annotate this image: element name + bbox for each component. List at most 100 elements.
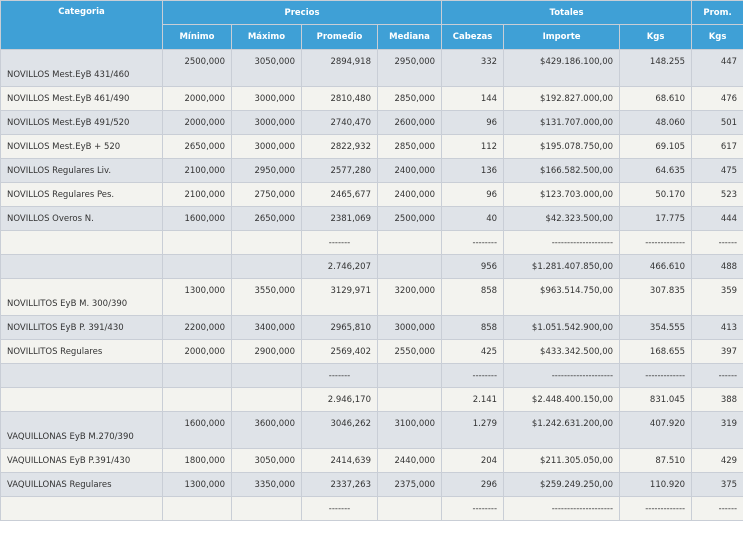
table-row: VAQUILLONAS EyB P.391/430 1800,000 3050,00… (0, 448, 743, 473)
cell-promedio: 3129,971 (301, 278, 378, 316)
header-prom-kgs[interactable]: Kgs (691, 24, 743, 50)
separator-row: ------- -------- -------------------- -----… (0, 363, 743, 388)
cell-categoria: NOVILLOS Mest.EyB + 520 (0, 134, 163, 159)
table-row: NOVILLOS Mest.EyB 431/460 2500,000 3050,00… (0, 49, 743, 87)
cell-maximo: 3000,000 (231, 110, 302, 135)
cell-importe: $195.078.750,00 (503, 134, 621, 159)
cell-prom-kgs: 617 (691, 134, 743, 159)
header-group-row: Categoria Precios Totales Prom. (0, 0, 743, 50)
header-categoria[interactable]: Categoria (0, 0, 163, 50)
cell-mediana (376, 387, 443, 412)
separator-row: ------- -------- -------------------- -----… (0, 230, 743, 255)
cell-kgs: ------------- (619, 496, 693, 521)
cell-cabezas: 1.279 (441, 411, 505, 449)
table-row: VAQUILLONAS Regulares 1300,000 3350,000 233… (0, 472, 743, 497)
cell-categoria: NOVILLOS Mest.EyB 431/460 (0, 49, 163, 87)
cell-importe: $211.305.050,00 (503, 448, 621, 473)
cell-prom-kgs: 319 (691, 411, 743, 449)
header-importe[interactable]: Importe (503, 24, 621, 50)
cell-mediana (376, 254, 443, 279)
cell-kgs: ------------- (619, 363, 693, 388)
cell-prom-kgs: 523 (691, 182, 743, 207)
cell-importe: $429.186.100,00 (503, 49, 621, 87)
cell-mediana: 2550,000 (376, 339, 443, 364)
cell-cabezas: 96 (441, 182, 505, 207)
cell-kgs: 307.835 (619, 278, 693, 316)
cell-categoria: NOVILLITOS EyB M. 300/390 (0, 278, 163, 316)
cell-maximo: 2750,000 (231, 182, 302, 207)
cell-minimo: 2000,000 (162, 339, 232, 364)
cell-cabezas: 204 (441, 448, 505, 473)
cell-categoria (0, 496, 163, 521)
cell-mediana: 2400,000 (376, 158, 443, 183)
cell-prom-kgs: 388 (691, 387, 743, 412)
cell-minimo: 2000,000 (162, 110, 232, 135)
cell-minimo: 2200,000 (162, 315, 232, 340)
cell-kgs: ------------- (619, 230, 693, 255)
cell-maximo: 3050,000 (231, 49, 302, 87)
cell-mediana: 3100,000 (376, 411, 443, 449)
cell-importe: $42.323.500,00 (503, 206, 621, 231)
cell-maximo: 3000,000 (231, 134, 302, 159)
cell-prom-kgs: 397 (691, 339, 743, 364)
cell-cabezas: 956 (441, 254, 505, 279)
cell-prom-kgs: 447 (691, 49, 743, 87)
cell-maximo: 3050,000 (231, 448, 302, 473)
cell-importe: $1.281.407.850,00 (503, 254, 621, 279)
header-totales: Totales (441, 0, 693, 25)
cell-mediana (376, 363, 443, 388)
header-minimo[interactable]: Mínimo (162, 24, 232, 50)
cell-mediana: 2850,000 (376, 86, 443, 111)
cell-categoria: NOVILLITOS EyB P. 391/430 (0, 315, 163, 340)
cell-categoria: NOVILLOS Regulares Pes. (0, 182, 163, 207)
header-promedio[interactable]: Promedio (301, 24, 378, 50)
cell-promedio: 2822,932 (301, 134, 378, 159)
cell-minimo: 1800,000 (162, 448, 232, 473)
header-precios: Precios (161, 0, 443, 25)
cell-promedio: 2965,810 (301, 315, 378, 340)
cell-importe: $192.827.000,00 (503, 86, 621, 111)
header-mediana[interactable]: Mediana (376, 24, 443, 50)
cell-minimo: 1300,000 (162, 472, 232, 497)
header-column-row: Mínimo Máximo Promedio Mediana Cabezas I… (1, 24, 743, 50)
cell-importe: -------------------- (503, 363, 621, 388)
cell-cabezas: 144 (441, 86, 505, 111)
header-maximo[interactable]: Máximo (231, 24, 302, 50)
cell-maximo: 3600,000 (231, 411, 302, 449)
cell-promedio: 2569,402 (301, 339, 378, 364)
cell-maximo: 3400,000 (231, 315, 302, 340)
separator-row: ------- -------- -------------------- -----… (0, 496, 743, 521)
cell-importe: $166.582.500,00 (503, 158, 621, 183)
cell-kgs: 354.555 (619, 315, 693, 340)
table-row: NOVILLITOS Regulares 2000,000 2900,000 2569… (0, 339, 743, 364)
cell-prom-kgs: 476 (691, 86, 743, 111)
cell-cabezas: -------- (441, 363, 505, 388)
table-row: NOVILLOS Overos N. 1600,000 2650,000 2381,0… (0, 206, 743, 231)
cell-importe: -------------------- (503, 230, 621, 255)
cell-mediana (376, 496, 443, 521)
header-prom: Prom. (691, 0, 743, 25)
cell-prom-kgs: ------ (691, 363, 743, 388)
cell-minimo (162, 254, 232, 279)
cell-cabezas: 858 (441, 315, 505, 340)
cell-kgs: 69.105 (619, 134, 693, 159)
cell-importe: $131.707.000,00 (503, 110, 621, 135)
cell-maximo (231, 254, 302, 279)
table-row: NOVILLOS Mest.EyB 461/490 2000,000 3000,00… (0, 86, 743, 111)
cell-mediana: 3200,000 (376, 278, 443, 316)
cell-promedio: 2381,069 (301, 206, 378, 231)
table-row: NOVILLOS Mest.EyB 491/520 2000,000 3000,00… (0, 110, 743, 135)
cell-promedio: 2414,639 (301, 448, 378, 473)
header-kgs[interactable]: Kgs (619, 24, 693, 50)
cell-cabezas: 296 (441, 472, 505, 497)
cell-prom-kgs: 475 (691, 158, 743, 183)
cell-minimo: 2500,000 (162, 49, 232, 87)
cell-maximo (231, 230, 302, 255)
cell-kgs: 110.920 (619, 472, 693, 497)
cell-minimo (162, 387, 232, 412)
cell-prom-kgs: 444 (691, 206, 743, 231)
cell-cabezas: 2.141 (441, 387, 505, 412)
header-cabezas[interactable]: Cabezas (441, 24, 505, 50)
cell-categoria (0, 387, 163, 412)
cell-minimo (162, 496, 232, 521)
